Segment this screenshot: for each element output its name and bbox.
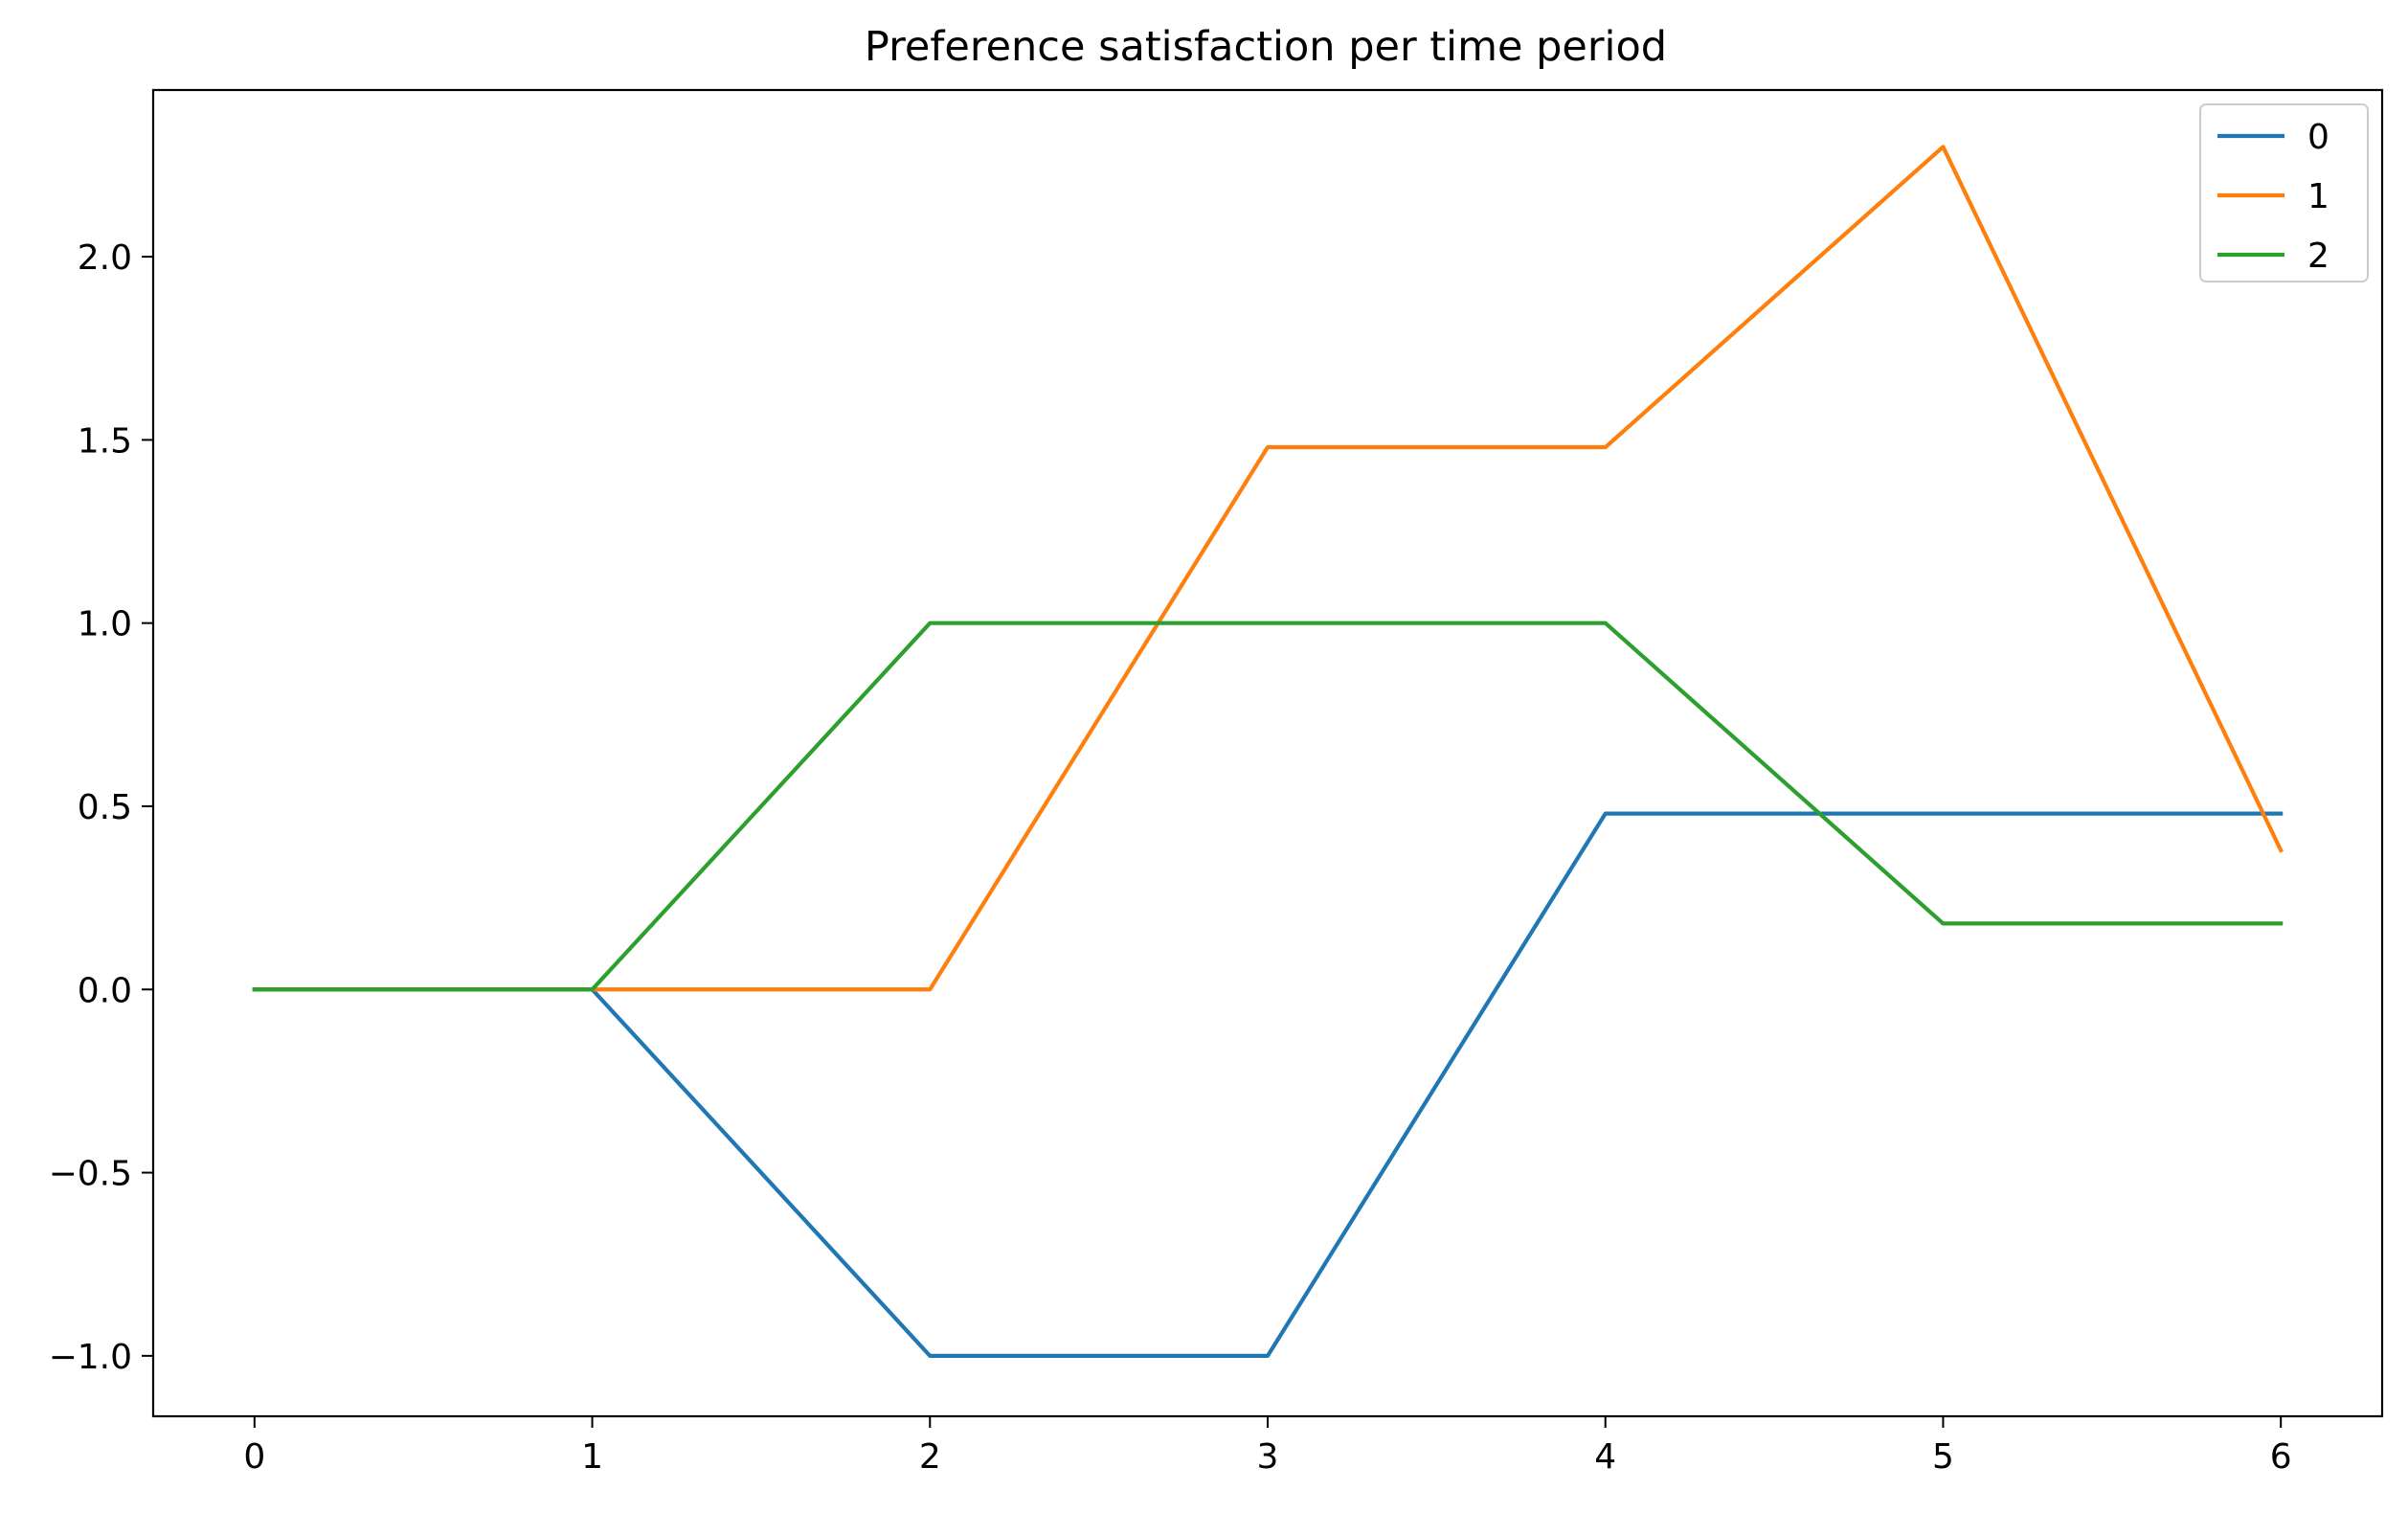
y-tick-label: 2.0 [78, 238, 132, 278]
series-line-2 [252, 621, 2284, 992]
y-tick-label: 0.0 [78, 971, 132, 1010]
legend-box [2199, 103, 2369, 282]
y-tick-label: −0.5 [49, 1155, 132, 1194]
x-tick-label: 3 [1257, 1437, 1279, 1477]
chart-title: Preference satisfaction per time period [865, 23, 1667, 71]
legend-label-2: 2 [2307, 237, 2329, 276]
y-tick-label: 1.0 [78, 605, 132, 644]
legend-label-0: 0 [2307, 118, 2329, 157]
series-layer [252, 145, 2284, 1358]
x-tick-label: 0 [243, 1437, 265, 1477]
x-tick-label: 4 [1594, 1437, 1616, 1477]
y-tick-label: −1.0 [49, 1338, 132, 1377]
legend-label-1: 1 [2307, 177, 2329, 216]
x-tick-label: 2 [919, 1437, 941, 1477]
x-tick-label: 5 [1932, 1437, 1954, 1477]
legend: 0 1 2 [2199, 103, 2369, 282]
x-tick-label: 6 [2270, 1437, 2292, 1477]
y-tick-label: 0.5 [78, 788, 132, 827]
y-tick-label: 1.5 [78, 421, 132, 461]
axes-layer: 0 1 2 3 4 5 6 −1.0 −0.5 0.0 0.5 1.0 1.5 2.0 [49, 88, 2384, 1477]
x-tick-label: 1 [581, 1437, 603, 1477]
